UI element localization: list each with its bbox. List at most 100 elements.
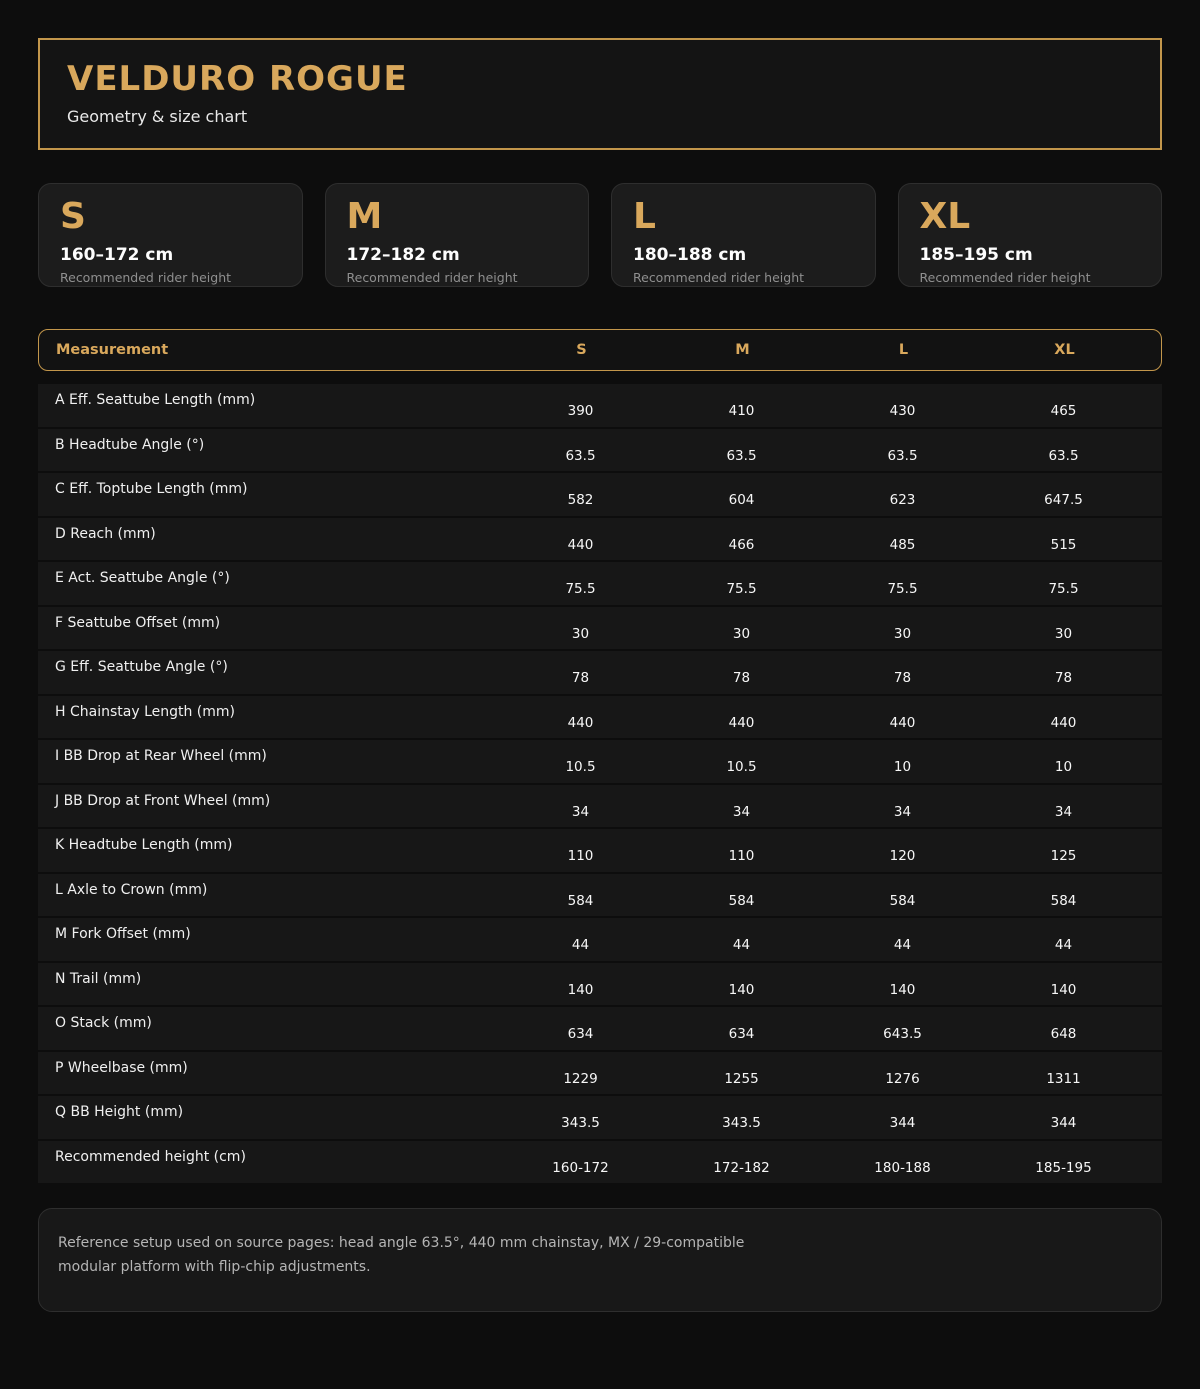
size-card-caption: Recommended rider height — [60, 270, 232, 286]
row-value: 30 — [1054, 625, 1073, 642]
row-value: 30 — [732, 625, 751, 642]
size-card-caption: Recommended rider height — [633, 270, 805, 286]
row-value: 78 — [893, 670, 912, 686]
table-row: F Seattube Offset (mm) 30 30 30 30 — [38, 606, 1162, 649]
size-card-letter: XL — [919, 196, 971, 237]
row-value: 1255 — [724, 1070, 759, 1087]
row-value: 643.5 — [883, 1026, 922, 1042]
row-value: 1276 — [885, 1070, 920, 1087]
size-card-letter: M — [346, 196, 383, 237]
row-label: M Fork Offset (mm) — [55, 926, 191, 942]
row-value: 410 — [728, 403, 755, 419]
row-value: 75.5 — [887, 581, 918, 597]
row-label: E Act. Seattube Angle (°) — [55, 570, 230, 586]
row-value: 140 — [728, 981, 755, 998]
table-body: A Eff. Seattube Length (mm) 390 410 430 465… — [38, 384, 1162, 1183]
row-label: C Eff. Toptube Length (mm) — [55, 481, 248, 497]
row-value: 440 — [567, 714, 594, 731]
row-label: A Eff. Seattube Length (mm) — [55, 392, 256, 408]
row-value: 634 — [567, 1026, 594, 1042]
size-card-letter: L — [633, 196, 656, 237]
row-value: 465 — [1050, 403, 1077, 419]
row-label: B Headtube Angle (°) — [55, 436, 205, 453]
row-value: 34 — [571, 803, 590, 820]
row-value: 584 — [1050, 892, 1077, 909]
row-value: 63.5 — [887, 447, 918, 464]
table-row: B Headtube Angle (°) 63.5 63.5 63.5 63.5 — [38, 428, 1162, 471]
table-row: N Trail (mm) 140 140 140 140 — [38, 962, 1162, 1005]
table-row: L Axle to Crown (mm) 584 584 584 584 — [38, 873, 1162, 916]
table-row: A Eff. Seattube Length (mm) 390 410 430 465 — [38, 384, 1162, 427]
size-card: L 180–188 cm Recommended rider height — [611, 183, 876, 287]
size-cards: S 160–172 cm Recommended rider height M … — [38, 183, 1162, 287]
column-header-measurement: Measurement — [56, 342, 169, 358]
row-value: 634 — [728, 1026, 755, 1042]
row-value: 185-195 — [1035, 1159, 1092, 1176]
row-label: Recommended height (cm) — [55, 1148, 246, 1165]
row-value: 1229 — [563, 1070, 598, 1087]
page-subtitle: Geometry & size chart — [67, 107, 248, 126]
row-label: J BB Drop at Front Wheel (mm) — [55, 792, 271, 809]
row-value: 440 — [1050, 714, 1077, 731]
row-label: H Chainstay Length (mm) — [55, 703, 236, 720]
row-label: N Trail (mm) — [55, 970, 142, 987]
row-label: K Headtube Length (mm) — [55, 837, 233, 853]
row-value: 485 — [889, 536, 916, 553]
row-value: 582 — [567, 492, 594, 508]
row-label: P Wheelbase (mm) — [55, 1059, 188, 1076]
table-row: H Chainstay Length (mm) 440 440 440 440 — [38, 695, 1162, 738]
row-value: 430 — [889, 403, 916, 419]
size-card-range: 160–172 cm — [60, 245, 174, 266]
page-title: VELDURO ROGUE — [67, 59, 408, 99]
row-value: 343.5 — [722, 1115, 761, 1131]
row-value: 344 — [1050, 1115, 1077, 1131]
row-value: 140 — [1050, 981, 1077, 998]
table-row: O Stack (mm) 634 634 643.5 648 — [38, 1007, 1162, 1050]
column-header: XL — [1054, 342, 1075, 358]
row-value: 648 — [1050, 1026, 1077, 1042]
size-card-range: 185–195 cm — [919, 245, 1033, 266]
row-value: 30 — [893, 625, 912, 642]
size-card: M 172–182 cm Recommended rider height — [324, 183, 589, 287]
header-box: VELDURO ROGUE Geometry & size chart — [38, 38, 1162, 150]
size-card-letter: S — [60, 196, 86, 237]
row-value: 584 — [567, 892, 594, 909]
row-value: 34 — [732, 803, 751, 820]
row-value: 466 — [728, 536, 755, 553]
row-value: 120 — [889, 848, 916, 864]
row-value: 10 — [893, 759, 912, 775]
row-value: 343.5 — [561, 1115, 600, 1131]
row-value: 10.5 — [726, 759, 757, 775]
row-value: 63.5 — [726, 447, 757, 464]
size-card-range: 180–188 cm — [633, 245, 747, 266]
row-value: 78 — [1054, 670, 1073, 686]
table-row: C Eff. Toptube Length (mm) 582 604 623 647.… — [38, 473, 1162, 516]
row-value: 34 — [1054, 803, 1073, 820]
row-value: 140 — [889, 981, 916, 998]
row-value: 172-182 — [713, 1159, 770, 1176]
row-value: 63.5 — [565, 447, 596, 464]
row-value: 125 — [1050, 848, 1077, 864]
table-row: Q BB Height (mm) 343.5 343.5 344 344 — [38, 1096, 1162, 1139]
row-label: L Axle to Crown (mm) — [55, 881, 208, 898]
size-card-caption: Recommended rider height — [919, 270, 1091, 286]
table-row: I BB Drop at Rear Wheel (mm) 10.5 10.5 10 1… — [38, 740, 1162, 783]
row-value: 584 — [728, 892, 755, 909]
row-value: 63.5 — [1048, 447, 1079, 464]
row-value: 344 — [889, 1115, 916, 1131]
table-header-row: Measurement S M L XL — [38, 329, 1162, 371]
row-value: 10.5 — [565, 759, 596, 775]
size-card-caption: Recommended rider height — [346, 270, 518, 286]
row-label: I BB Drop at Rear Wheel (mm) — [55, 748, 267, 764]
table-row: G Eff. Seattube Angle (°) 78 78 78 78 — [38, 651, 1162, 694]
row-value: 440 — [889, 714, 916, 731]
table-row: M Fork Offset (mm) 44 44 44 44 — [38, 918, 1162, 961]
row-value: 10 — [1054, 759, 1073, 775]
row-value: 440 — [728, 714, 755, 731]
row-value: 78 — [571, 670, 590, 686]
row-value: 75.5 — [1048, 581, 1079, 597]
row-value: 44 — [893, 937, 912, 953]
row-value: 604 — [728, 492, 755, 508]
row-value: 110 — [567, 848, 594, 864]
footnote-line-2: modular platform with flip-chip adjustme… — [58, 1258, 371, 1275]
